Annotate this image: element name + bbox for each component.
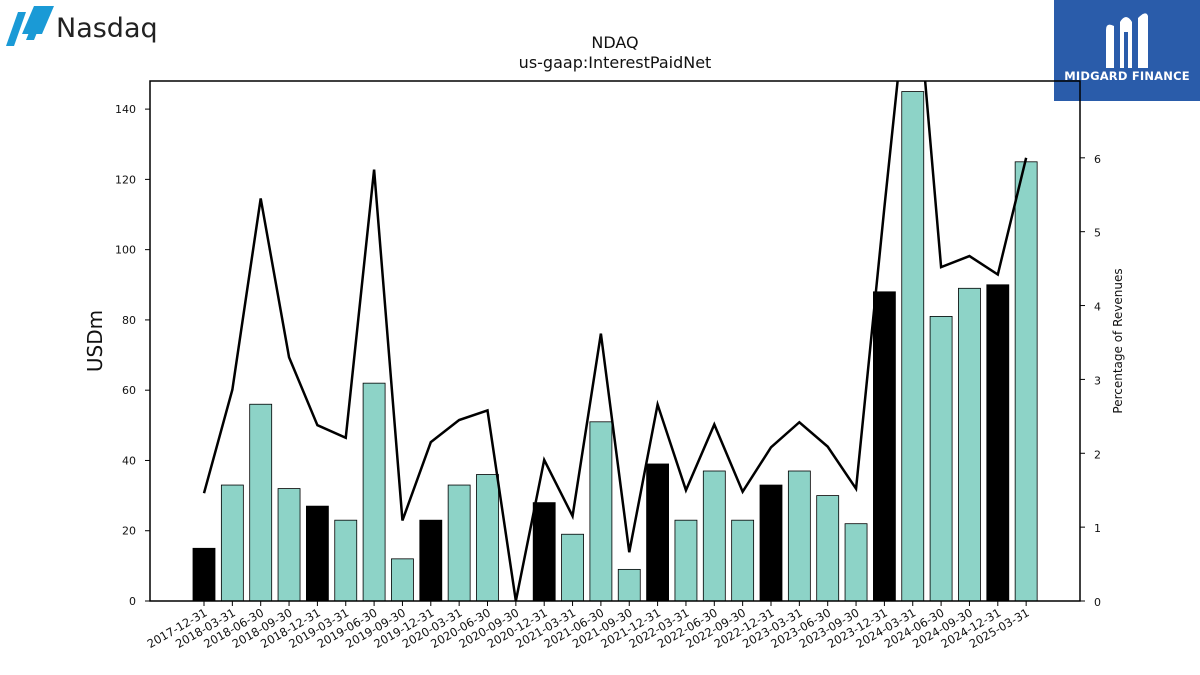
bar-2023-12-31 [873, 291, 896, 602]
bar-2019-12-31 [419, 519, 443, 602]
chart-title: NDAQ [591, 33, 638, 52]
bar-2024-06-30 [929, 316, 953, 602]
bar-2018-12-31 [305, 505, 329, 602]
bar-2020-03-31 [447, 484, 471, 602]
y2-tick-label: 4 [1094, 301, 1101, 314]
bar-2023-06-30 [816, 495, 840, 602]
bar-2018-09-30 [277, 488, 301, 602]
chart-subtitle: us-gaap:InterestPaidNet [519, 53, 712, 72]
y2-axis-title: Percentage of Revenues [1111, 268, 1125, 413]
y-tick-label: 120 [115, 173, 136, 186]
nasdaq-logo-mark-3 [26, 30, 38, 40]
nasdaq-logo-text: Nasdaq [56, 13, 158, 44]
bar-group [192, 91, 1038, 602]
bar-2022-12-31 [759, 484, 783, 602]
y-tick-label: 100 [115, 244, 136, 257]
bar-2024-03-31 [901, 91, 925, 602]
bar-2019-06-30 [362, 382, 386, 602]
y2-tick-label: 6 [1094, 153, 1101, 166]
nasdaq-logo-mark [6, 12, 26, 46]
line-group [202, 81, 1028, 601]
midgard-logo-mark [1106, 13, 1148, 69]
y2-tick-label: 5 [1094, 227, 1101, 240]
bar-2020-06-30 [476, 474, 499, 602]
bar-2021-03-31 [561, 533, 584, 602]
y2-tick-label: 3 [1094, 374, 1101, 387]
bar-2025-03-31 [1014, 161, 1038, 602]
midgard-logo-text: MIDGARD FINANCE [1064, 69, 1190, 83]
y2-tick-label: 1 [1094, 522, 1101, 535]
bar-2020-12-31 [532, 502, 556, 602]
y-axis-title: USDm [83, 310, 107, 372]
y-tick-label: 140 [115, 103, 136, 116]
x-axis: 2017-12-312018-03-312018-06-302018-09-30… [145, 601, 1032, 651]
y2-tick-label: 0 [1094, 596, 1101, 609]
bar-2018-03-31 [220, 484, 244, 602]
bar-2018-06-30 [249, 403, 273, 602]
bar-2022-09-30 [731, 519, 755, 602]
bar-2021-06-30 [589, 421, 613, 602]
y-axis-left: 0 20 40 60 80 100 120 140 [115, 103, 150, 608]
bar-2021-09-30 [617, 568, 641, 602]
bar-2017-12-31 [192, 547, 216, 602]
y-tick-label: 80 [122, 314, 136, 327]
nasdaq-logo: Nasdaq [6, 6, 158, 46]
y-tick-label: 40 [122, 454, 136, 467]
y-tick-label: 0 [129, 595, 136, 608]
y-tick-label: 20 [122, 525, 136, 538]
bar-2022-06-30 [702, 470, 726, 602]
bar-2023-03-31 [787, 470, 811, 602]
bar-2022-03-31 [674, 519, 698, 602]
y-axis-right: 0 1 2 3 4 5 6 [1080, 153, 1101, 609]
nasdaq-logo-mark-2 [22, 6, 54, 34]
bar-2019-03-31 [334, 519, 358, 602]
y-tick-label: 60 [122, 384, 136, 397]
plot-frame [149, 80, 1081, 602]
bar-2019-09-30 [391, 558, 414, 602]
bar-2021-12-31 [646, 463, 669, 602]
bar-2024-09-30 [958, 287, 981, 602]
bar-2023-09-30 [844, 523, 868, 602]
bar-2024-12-31 [986, 284, 1010, 602]
y2-tick-label: 2 [1094, 448, 1101, 461]
percentage-line [202, 81, 1028, 601]
midgard-logo: MIDGARD FINANCE [1054, 0, 1200, 101]
